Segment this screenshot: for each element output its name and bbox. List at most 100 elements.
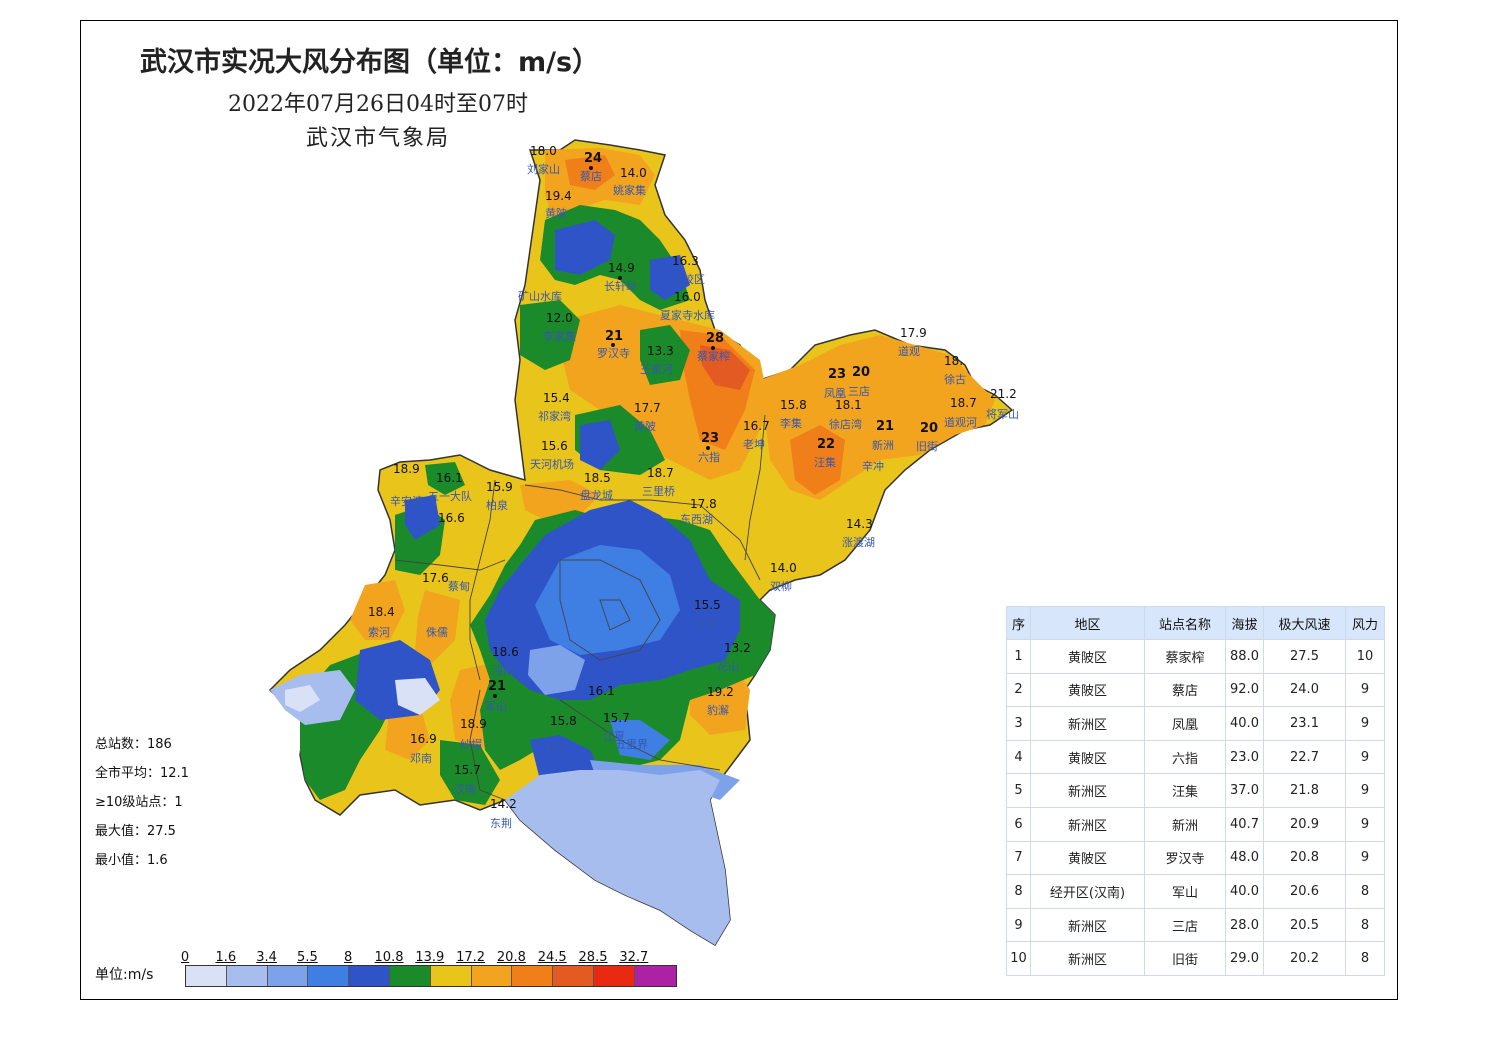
row-altitude: 28.0: [1225, 907, 1264, 943]
svg-text:北湖: 北湖: [694, 617, 716, 630]
svg-text:18.0: 18.0: [530, 144, 557, 158]
row-max-wind: 20.6: [1263, 874, 1346, 909]
legend-color-swatch: [349, 966, 390, 986]
station: 18.9 辛安渡: [390, 462, 423, 508]
svg-text:12.0: 12.0: [546, 311, 573, 325]
row-station: 罗汉寺: [1144, 840, 1226, 876]
legend-tick-label: 20.8: [496, 950, 526, 965]
row-force: 9: [1345, 806, 1385, 842]
table-row: 2 黄陂区 蔡店 92.0 24.0 9: [1006, 672, 1385, 708]
legend-tick-label: 24.5: [537, 950, 567, 965]
row-district: 黄陂区: [1030, 639, 1145, 674]
station: 13.3 王家河: [640, 344, 674, 376]
station: 18.9 纱帽: [460, 717, 487, 751]
station: 22 汪集: [814, 437, 836, 469]
row-max-wind: 24.0: [1263, 672, 1346, 708]
svg-text:三店: 三店: [848, 384, 870, 398]
table-row: 1 黄陂区 蔡家榨 88.0 27.5 10: [1006, 639, 1385, 674]
row-station: 蔡店: [1144, 672, 1226, 708]
station-labels: 24 蔡店 18.0 刘家山 14.0 姚家集 19.4 黄陂 14.9 长轩岭…: [368, 144, 1019, 830]
table-row: 4 黄陂区 六指 23.0 22.7 9: [1006, 739, 1385, 775]
svg-text:22: 22: [817, 437, 835, 452]
legend-color-swatch: [430, 966, 472, 986]
station: 16.0 夏家寺水库: [660, 290, 715, 322]
station: 15.7 汉南: [454, 763, 481, 796]
svg-text:蔡甸: 蔡甸: [448, 580, 470, 593]
station: 12.0 李家集: [543, 311, 576, 343]
svg-text:将军山: 将军山: [986, 408, 1019, 421]
station: 14.0 双柳: [770, 561, 797, 593]
row-district: 新洲区: [1030, 806, 1145, 842]
level10-stations: ≥10级站点：1: [95, 795, 183, 810]
svg-text:蔡家榨: 蔡家榨: [697, 349, 730, 363]
station: 20 旧街: [916, 421, 938, 453]
row-index: 6: [1006, 806, 1031, 842]
legend-color-swatch: [512, 966, 554, 986]
svg-text:夏家寺水库: 夏家寺水库: [660, 308, 715, 322]
row-altitude: 40.0: [1225, 706, 1264, 741]
svg-text:老坤: 老坤: [743, 437, 765, 451]
row-max-wind: 23.1: [1263, 706, 1346, 741]
row-max-wind: 27.5: [1263, 639, 1346, 674]
svg-text:18.7: 18.7: [647, 466, 674, 480]
station: 14.3 涨渡湖: [842, 517, 875, 549]
table-row: 9 新洲区 三店 28.0 20.5 8: [1006, 907, 1385, 943]
svg-text:柏泉: 柏泉: [486, 498, 508, 512]
row-district: 黄陂区: [1030, 840, 1145, 876]
svg-text:17.8: 17.8: [690, 497, 717, 511]
svg-text:徐店湾: 徐店湾: [829, 417, 862, 431]
svg-text:江夏: 江夏: [603, 730, 625, 743]
svg-text:16.7: 16.7: [743, 419, 770, 433]
table-header-row: 序 地区 站点名称 海拔 极大风速 风力: [1006, 606, 1385, 640]
row-station: 新洲: [1144, 806, 1226, 842]
legend-unit: 单位:m/s: [95, 967, 154, 983]
svg-text:东西湖: 东西湖: [680, 513, 713, 526]
svg-text:15.9: 15.9: [486, 480, 513, 494]
station: 18.7 道观河: [944, 396, 977, 429]
station: 21.2 将军山: [986, 387, 1019, 421]
station: 19.2 豹澥: [707, 685, 734, 717]
row-index: 10: [1006, 941, 1031, 976]
row-index: 5: [1006, 773, 1031, 808]
row-index: 1: [1006, 639, 1031, 674]
row-district: 新洲区: [1030, 773, 1145, 808]
row-district: 黄陂区: [1030, 672, 1145, 708]
station: 21 罗汉寺: [597, 329, 630, 360]
svg-text:18.6: 18.6: [492, 645, 519, 659]
row-index: 4: [1006, 739, 1031, 775]
total-stations: 总站数：186: [95, 737, 172, 752]
station: 23 凤凰: [824, 367, 846, 400]
row-district: 新洲区: [1030, 706, 1145, 741]
svg-text:王家河: 王家河: [640, 362, 673, 376]
svg-text:索河: 索河: [368, 625, 390, 639]
svg-text:19.2: 19.2: [707, 685, 734, 699]
station: 15.6 天河机场: [530, 439, 574, 471]
svg-text:15.5: 15.5: [694, 598, 721, 612]
svg-text:徐古: 徐古: [944, 372, 966, 386]
svg-text:姚家集: 姚家集: [613, 183, 646, 197]
station: 18.1 徐店湾: [829, 398, 862, 431]
table-row: 3 新洲区 凤凰 40.0 23.1 9: [1006, 706, 1385, 741]
legend-tick-label: 1.6: [215, 950, 237, 965]
svg-text:15.7: 15.7: [603, 711, 630, 725]
station: 15.8 郑店: [545, 714, 577, 755]
row-altitude: 37.0: [1225, 773, 1264, 808]
row-district: 黄陂区: [1030, 739, 1145, 775]
col-header-index: 序: [1006, 606, 1031, 640]
city-average: 全市平均：12.1: [95, 766, 189, 781]
svg-text:16.6: 16.6: [438, 511, 465, 525]
row-district: 新洲区: [1030, 941, 1145, 976]
row-altitude: 88.0: [1225, 639, 1264, 674]
svg-text:六指: 六指: [698, 450, 720, 464]
svg-text:东荆: 东荆: [490, 817, 512, 830]
svg-text:17.7: 17.7: [634, 401, 661, 415]
station: 14.9 长轩岭: [604, 261, 637, 293]
col-header-district: 地区: [1030, 606, 1145, 640]
svg-text:23: 23: [701, 431, 719, 446]
row-max-wind: 20.2: [1263, 941, 1346, 976]
legend-color-swatch: [389, 966, 431, 986]
legend-color-swatch: [267, 966, 309, 986]
svg-text:21: 21: [605, 329, 623, 344]
svg-text:18.: 18.: [944, 354, 963, 368]
svg-text:17.9: 17.9: [900, 326, 927, 340]
